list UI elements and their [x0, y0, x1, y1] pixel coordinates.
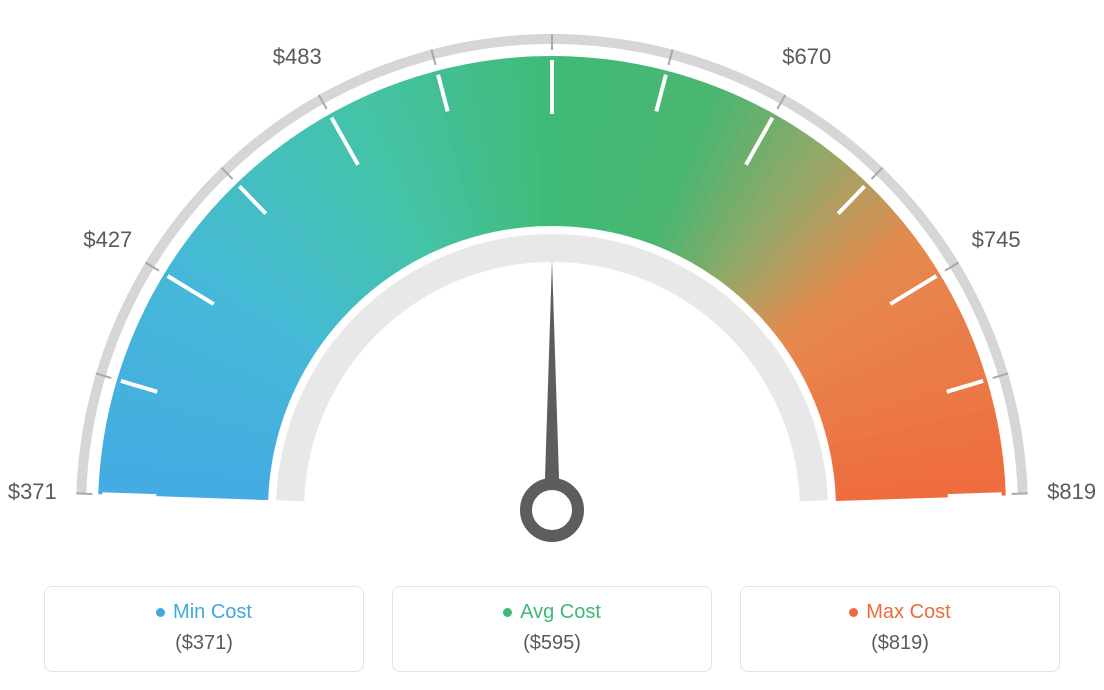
- legend-card-min: Min Cost ($371): [44, 586, 364, 672]
- legend-row: Min Cost ($371) Avg Cost ($595) Max Cost…: [0, 586, 1104, 672]
- gauge-scale-label: $670: [782, 44, 831, 70]
- gauge-scale-label: $595: [528, 0, 577, 3]
- legend-max-title: Max Cost: [849, 601, 950, 624]
- gauge-scale-label: $819: [1047, 479, 1096, 505]
- legend-dot-icon: [849, 608, 858, 617]
- gauge-scale-label: $483: [273, 44, 322, 70]
- legend-card-avg: Avg Cost ($595): [392, 586, 712, 672]
- legend-max-value: ($819): [759, 632, 1041, 655]
- gauge-scale-label: $427: [83, 227, 132, 253]
- legend-dot-icon: [503, 608, 512, 617]
- gauge-svg: [0, 0, 1104, 560]
- legend-dot-icon: [156, 608, 165, 617]
- gauge-scale-label: $371: [8, 479, 57, 505]
- legend-min-title: Min Cost: [156, 601, 252, 624]
- gauge-needle-hub: [526, 484, 578, 536]
- gauge-scale-label: $745: [972, 227, 1021, 253]
- legend-avg-title: Avg Cost: [503, 601, 601, 624]
- gauge-chart: $371 $427 $483 $595 $670 $745 $819: [0, 0, 1104, 560]
- gauge-tick: [102, 494, 156, 496]
- legend-min-value: ($371): [63, 632, 345, 655]
- gauge-tick: [948, 494, 1002, 496]
- legend-avg-value: ($595): [411, 632, 693, 655]
- legend-card-max: Max Cost ($819): [740, 586, 1060, 672]
